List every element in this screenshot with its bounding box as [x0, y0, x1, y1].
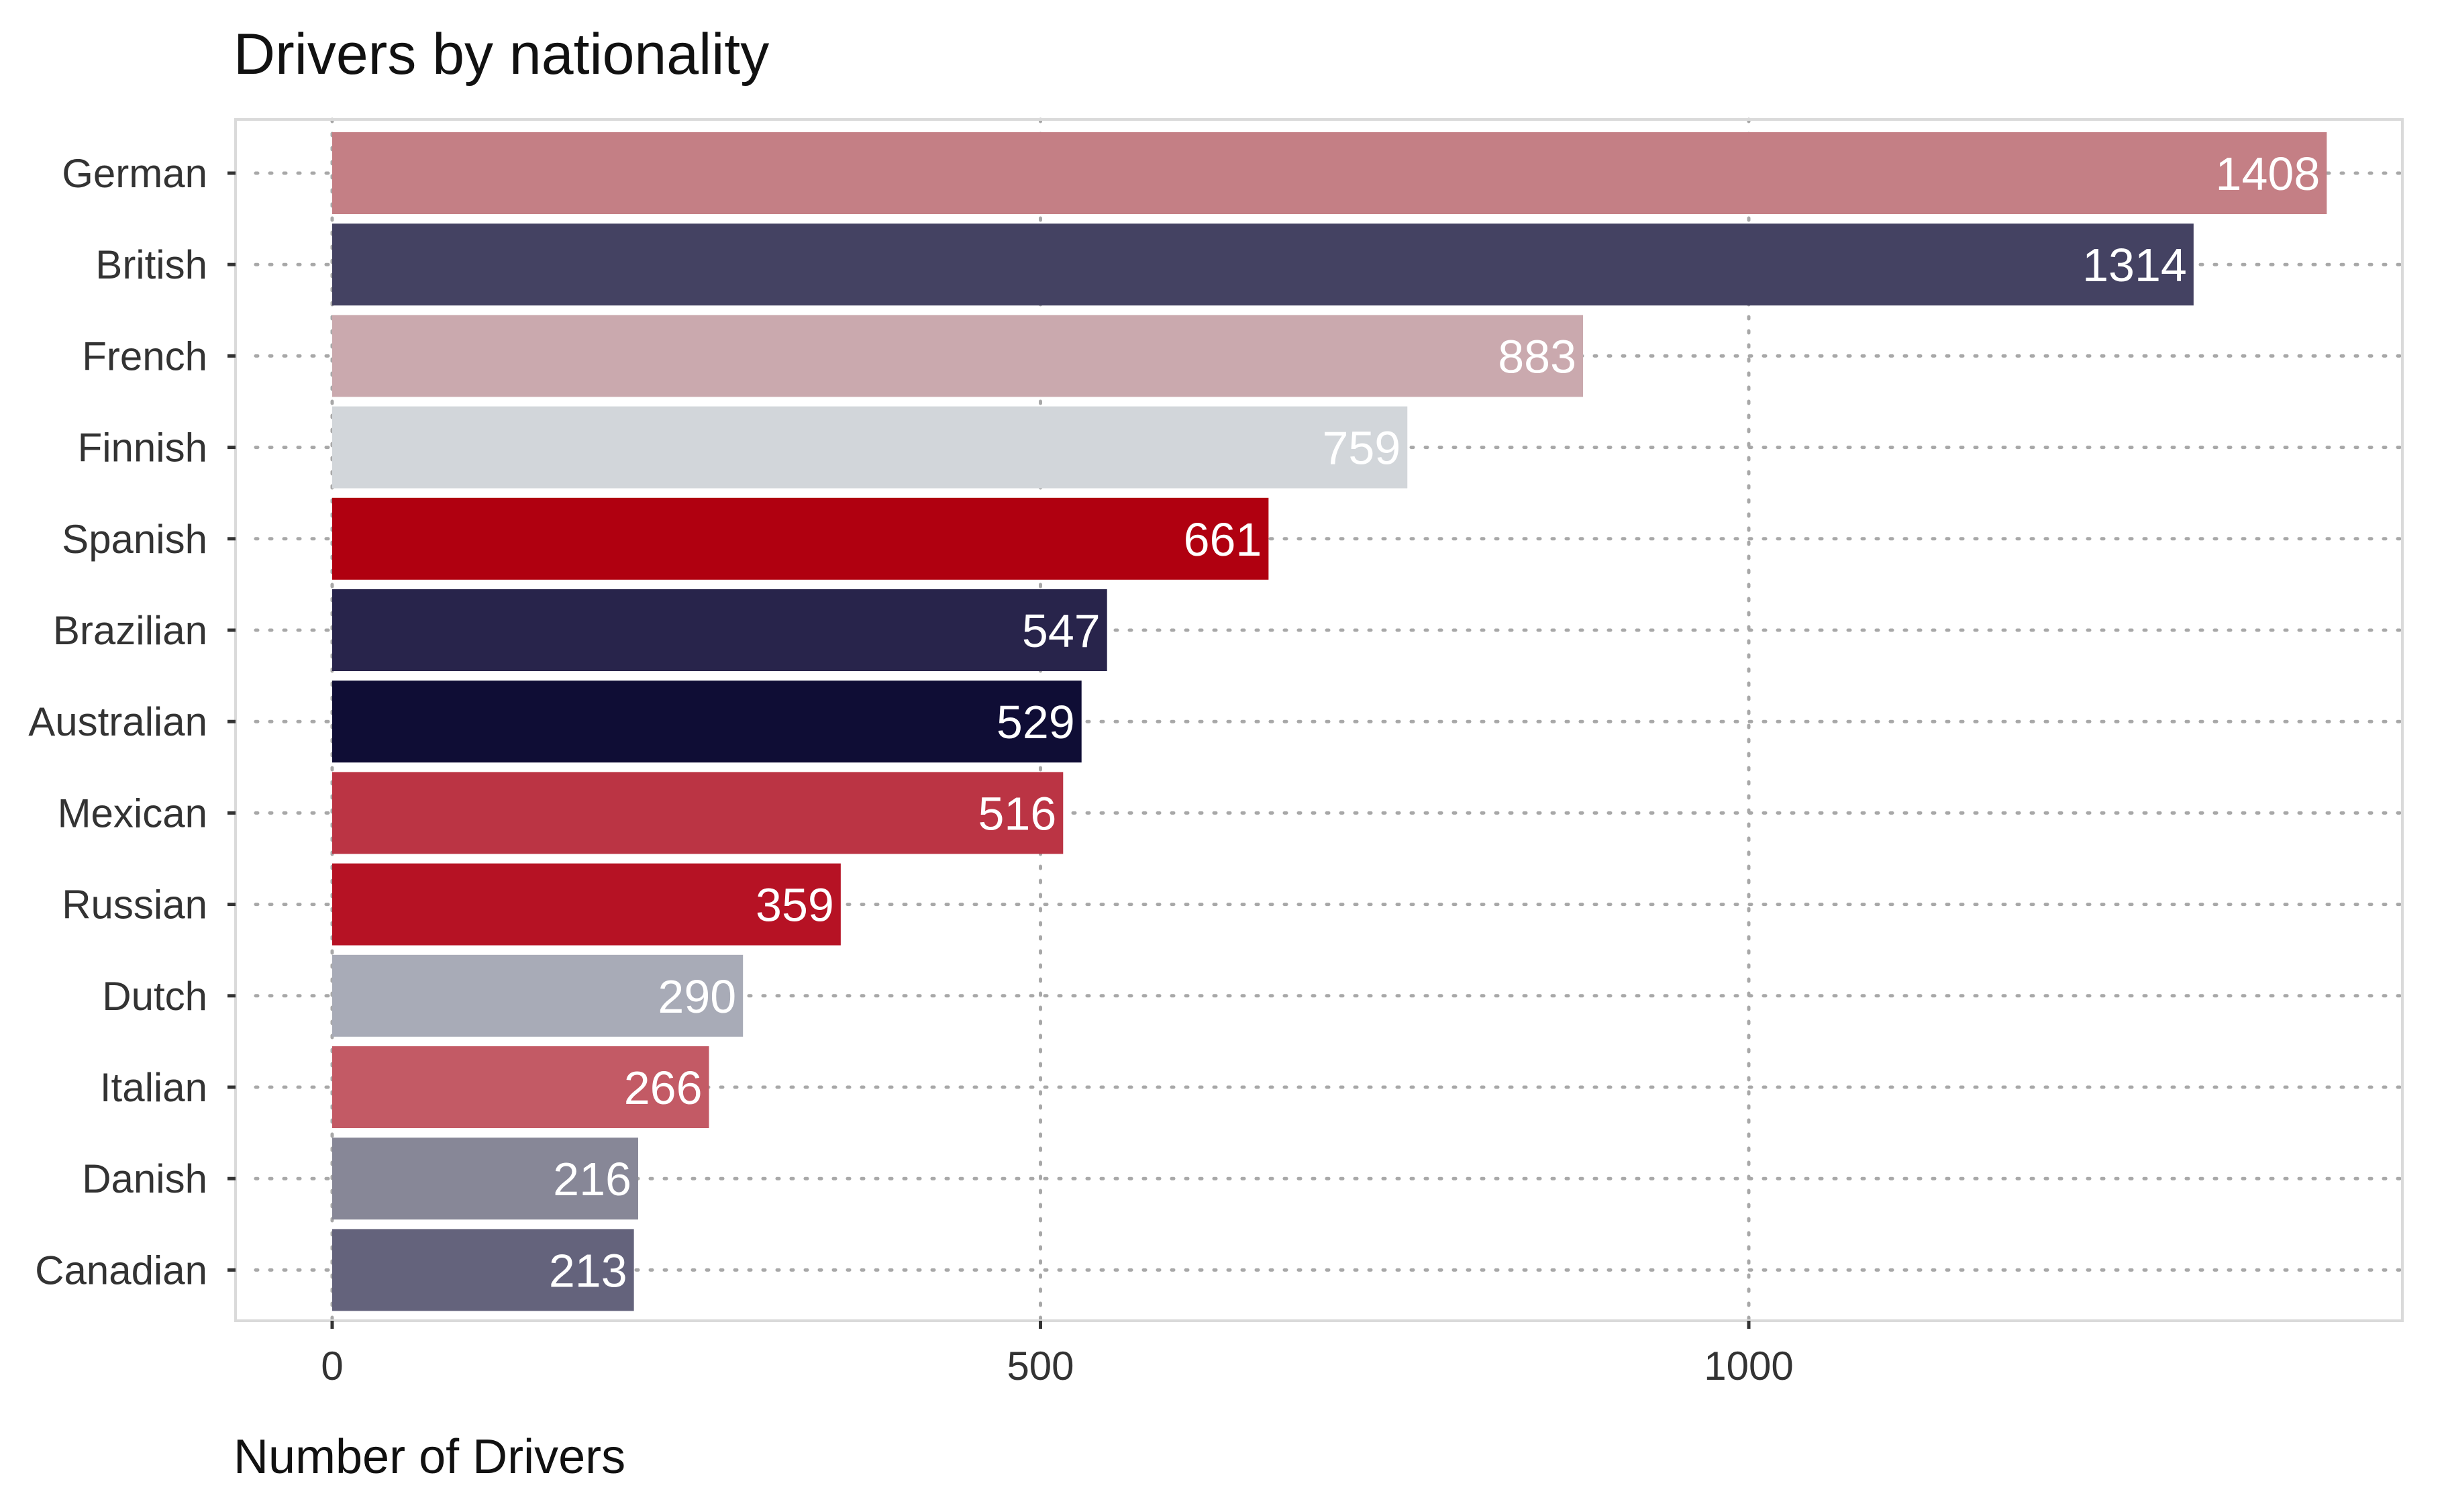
- y-tick-label: Dutch: [102, 974, 207, 1019]
- bar-value-label: 359: [756, 879, 834, 931]
- bar-value-label: 516: [978, 787, 1056, 840]
- bar: [332, 315, 1584, 397]
- bar-value-label: 266: [624, 1062, 703, 1114]
- bar-value-label: 290: [658, 970, 736, 1023]
- y-tick-label: Brazilian: [53, 608, 207, 653]
- y-tick-label: Mexican: [58, 791, 207, 836]
- y-tick-label: Danish: [82, 1156, 207, 1201]
- x-tick-label: 1000: [1704, 1344, 1793, 1389]
- y-axis: German British French Finnish Spanish Brazili…: [28, 151, 236, 1293]
- x-tick-label: 0: [321, 1344, 343, 1389]
- bar: [332, 1229, 634, 1311]
- bar-value-label: 1314: [2082, 239, 2187, 291]
- y-tick-label: Spanish: [62, 517, 207, 562]
- bar-value-label: 213: [549, 1244, 627, 1297]
- bar-value-label: 661: [1184, 513, 1262, 566]
- bar: [332, 132, 2327, 214]
- bar: [332, 772, 1064, 854]
- bar: [332, 1138, 638, 1220]
- bar: [332, 497, 1269, 580]
- bar-value-label: 883: [1498, 330, 1576, 383]
- bar: [332, 1046, 709, 1128]
- y-tick-label: British: [95, 242, 207, 287]
- y-tick-label: German: [62, 151, 207, 196]
- bar-value-label: 216: [553, 1153, 631, 1205]
- bar: [332, 589, 1107, 671]
- y-tick-label: Russian: [62, 883, 207, 927]
- y-tick-label: Canadian: [35, 1248, 207, 1293]
- data-labels: 1408 1314 883 759 661 547 529 516 359 290 266 216 21…: [549, 148, 2320, 1297]
- y-tick-label: Australian: [28, 699, 207, 744]
- x-axis: 0 500 1000: [321, 1321, 1794, 1389]
- y-tick-label: Finnish: [78, 425, 207, 470]
- bar-value-label: 529: [997, 696, 1075, 748]
- bar: [332, 954, 744, 1037]
- bar-value-label: 547: [1022, 605, 1101, 657]
- bar: [332, 863, 841, 946]
- bar-value-label: 759: [1322, 422, 1400, 474]
- bar: [332, 681, 1082, 763]
- bar-value-label: 1408: [2216, 148, 2321, 200]
- x-axis-title: Number of Drivers: [234, 1430, 625, 1484]
- bar: [332, 223, 2194, 306]
- bars: [332, 132, 2327, 1311]
- chart-title: Drivers by nationality: [234, 22, 769, 87]
- y-tick-label: French: [82, 334, 207, 379]
- y-tick-label: Italian: [100, 1065, 207, 1110]
- bar: [332, 406, 1408, 489]
- x-tick-label: 500: [1007, 1344, 1074, 1389]
